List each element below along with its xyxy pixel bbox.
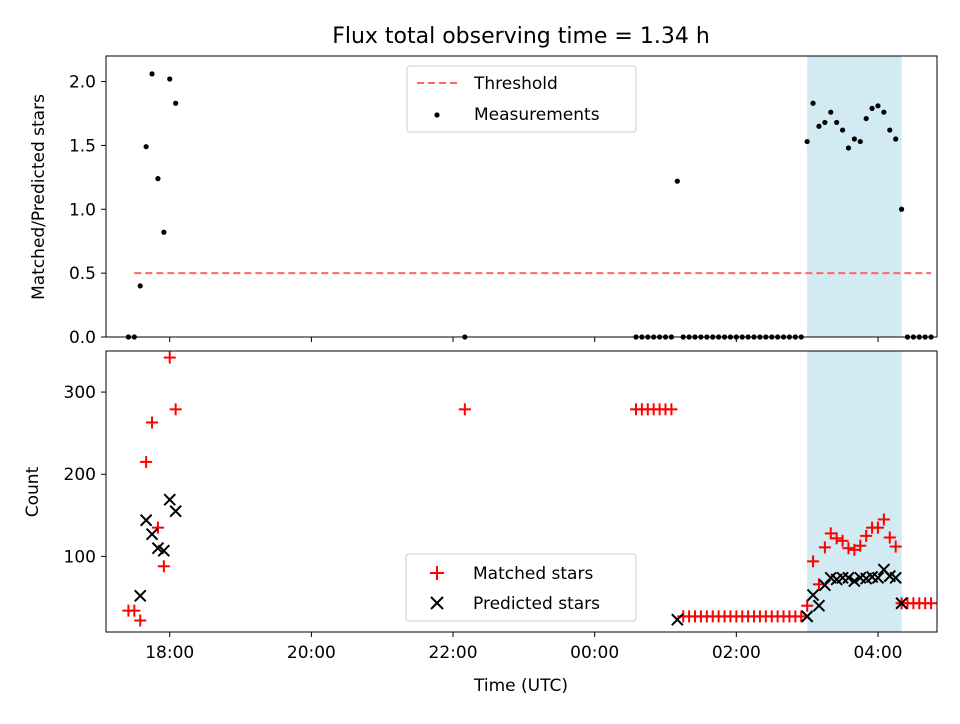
measurement-point — [845, 145, 852, 151]
legend-predicted-swatch — [430, 596, 444, 610]
measurement-point — [887, 127, 893, 133]
x-tick-label: 04:00 — [853, 643, 902, 663]
legend-measurements-swatch — [434, 112, 440, 118]
measurement-point — [869, 105, 875, 111]
top-chart-title: Flux total observing time = 1.34 h — [332, 24, 710, 49]
matched-star-point — [925, 597, 938, 610]
predicted-star-point — [139, 514, 153, 527]
predicted-star-point — [871, 571, 885, 584]
predicted-star-point — [818, 578, 832, 592]
predicted-star-point — [145, 528, 159, 541]
predicted-star-point — [806, 588, 820, 602]
matched-star-point — [830, 532, 843, 545]
matched-star-point — [151, 521, 164, 534]
measurement-point — [893, 136, 899, 142]
matched-star-point — [458, 403, 471, 416]
measurement-point — [851, 136, 857, 142]
measurement-point — [173, 100, 179, 106]
top-y-tick-label: 1.0 — [69, 200, 96, 220]
predicted-star-point — [134, 589, 147, 603]
predicted-star-point — [169, 505, 182, 518]
measurement-point — [155, 176, 161, 182]
predicted-star-point — [889, 571, 902, 584]
measurement-point — [167, 76, 173, 82]
matched-star-point — [871, 521, 884, 534]
matched-star-point — [854, 539, 867, 552]
measurement-point — [898, 206, 905, 212]
matched-star-point — [146, 416, 159, 429]
matched-star-point — [163, 351, 176, 364]
bottom-panel: 100 200 300 18:00 20:00 22:00 00:00 02:00 04:00… — [23, 350, 938, 696]
measurement-point — [149, 71, 155, 77]
matched-star-point — [665, 403, 678, 416]
measurement-point — [674, 178, 680, 184]
x-axis-label: Time (UTC) — [473, 676, 568, 696]
top-highlight-span — [807, 56, 902, 337]
predicted-star-point — [895, 597, 908, 610]
x-tick-label: 02:00 — [712, 643, 761, 663]
bottom-y-tick-label: 300 — [64, 383, 96, 403]
legend-matched-swatch — [430, 566, 444, 580]
bottom-axes-frame — [105, 350, 938, 633]
matched-star-point — [842, 542, 855, 555]
predicted-star-point — [836, 571, 849, 584]
top-y-tick-label: 1.5 — [69, 136, 96, 156]
measurement-point — [863, 115, 869, 122]
top-y-tick-label: 0.5 — [69, 264, 96, 284]
predicted-star-point — [842, 571, 855, 584]
x-tick-label: 20:00 — [287, 643, 336, 663]
bottom-y-tick-label: 200 — [64, 465, 96, 485]
bottom-y-axis-label: Count — [23, 466, 43, 517]
predicted-star-point — [812, 599, 826, 612]
x-tick-label: 00:00 — [570, 643, 619, 663]
predicted-star-point — [800, 610, 814, 623]
predicted-star-point — [157, 544, 171, 557]
matched-star-point — [889, 540, 902, 553]
measurement-point — [828, 109, 834, 115]
matched-star-point — [134, 614, 147, 627]
measurement-point — [137, 283, 143, 289]
matched-star-point — [818, 541, 831, 554]
measurement-point — [839, 127, 846, 133]
top-panel: 0.00.51.01.52.0 Matched/Predicted stars … — [29, 55, 938, 348]
predicted-star-point — [671, 613, 684, 626]
matched-star-point — [128, 604, 141, 617]
matched-star-point — [877, 513, 890, 526]
measurement-point — [834, 119, 840, 126]
matched-star-point — [795, 610, 808, 623]
bottom-legend: Matched stars Predicted stars — [405, 553, 637, 622]
measurement-point — [857, 138, 863, 145]
top-y-tick-label: 0.0 — [69, 328, 96, 348]
bottom-y-tick-label: 100 — [64, 547, 96, 567]
matched-star-point — [157, 560, 170, 573]
predicted-star-point — [163, 493, 176, 506]
matched-star-point — [883, 531, 896, 544]
predicted-star-point — [848, 574, 861, 588]
measurement-point — [875, 103, 881, 109]
measurement-point — [881, 109, 887, 115]
matched-star-point — [807, 555, 820, 568]
legend-matched-label: Matched stars — [473, 564, 593, 584]
x-tick-label: 18:00 — [145, 643, 194, 663]
x-tick-label: 22:00 — [429, 643, 478, 663]
top-axes-frame — [105, 55, 938, 338]
measurement-point — [161, 229, 167, 235]
legend-measurements-label: Measurements — [474, 105, 600, 125]
matched-star-point — [836, 534, 849, 547]
matched-star-point — [801, 599, 814, 612]
matched-star-point — [169, 403, 182, 416]
legend-threshold-label: Threshold — [473, 74, 558, 94]
matched-star-point — [140, 455, 153, 468]
measurement-point — [816, 123, 822, 129]
measurement-point — [810, 100, 816, 106]
measurement-point — [804, 138, 810, 145]
matched-star-point — [860, 529, 873, 542]
top-y-tick-label: 2.0 — [69, 73, 96, 93]
top-legend: Threshold Measurements — [406, 65, 637, 133]
measurement-point — [143, 144, 149, 150]
measurement-point — [822, 119, 828, 126]
top-y-axis-label: Matched/Predicted stars — [29, 94, 49, 300]
legend-predicted-label: Predicted stars — [473, 594, 600, 614]
